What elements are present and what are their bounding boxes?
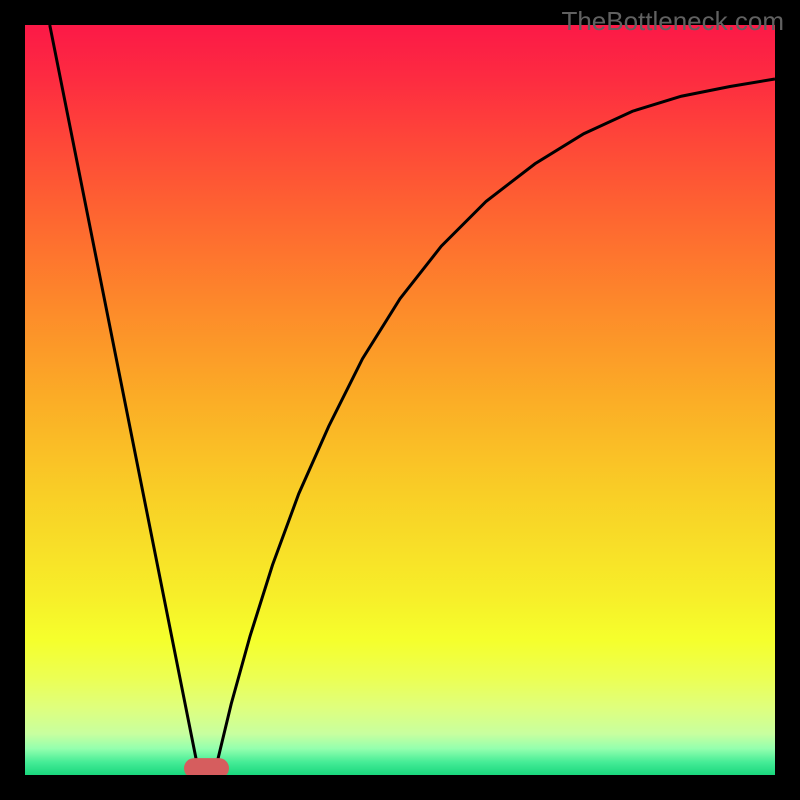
gradient-curve-chart: [0, 0, 800, 800]
gradient-background: [25, 25, 775, 775]
watermark-text: TheBottleneck.com: [561, 6, 784, 37]
chart-canvas: TheBottleneck.com: [0, 0, 800, 800]
